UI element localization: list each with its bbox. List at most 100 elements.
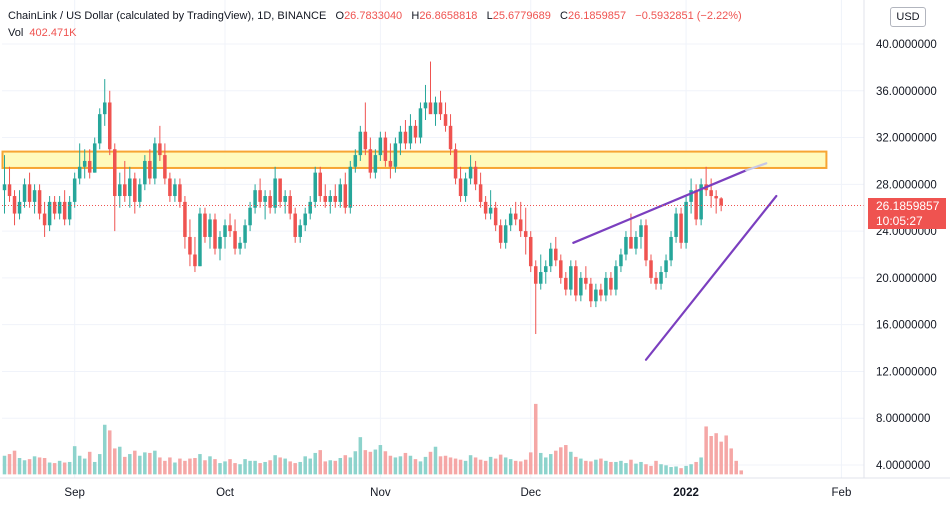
candle-body	[57, 201, 62, 214]
last-price-value: 26.1859857	[876, 199, 940, 213]
volume-bar	[689, 464, 693, 475]
volume-bar	[594, 459, 598, 475]
candle-body	[288, 196, 292, 214]
candle	[398, 125, 403, 156]
volume-bar	[604, 460, 608, 475]
candle-body	[313, 172, 317, 202]
volume-bar	[624, 463, 628, 475]
bar-countdown: 10:05:27	[876, 214, 923, 228]
volume-bar	[303, 456, 307, 475]
volume-bar	[473, 457, 478, 475]
candle	[669, 231, 673, 267]
candle	[383, 131, 388, 167]
candle-body	[438, 102, 443, 115]
candle	[709, 178, 713, 208]
candle	[393, 137, 398, 173]
currency-button[interactable]: USD	[890, 7, 926, 27]
volume-bar	[649, 465, 653, 475]
candle	[589, 277, 593, 308]
candle-body	[293, 213, 297, 237]
volume-bar	[198, 454, 202, 475]
candle-body	[413, 125, 418, 138]
candle	[338, 178, 343, 208]
candle	[584, 266, 588, 290]
candle-body	[223, 225, 227, 237]
volume-bar	[373, 449, 378, 475]
candle-body	[388, 160, 393, 167]
volume-bar	[674, 466, 678, 475]
x-tick-label: 2022	[673, 487, 699, 499]
volume-bar	[253, 460, 257, 475]
candle-body	[403, 131, 408, 144]
trendlines[interactable]	[572, 162, 778, 361]
candle-body	[398, 131, 403, 144]
candle-body	[138, 184, 142, 202]
volume-bar	[358, 437, 363, 475]
candle-body	[498, 225, 503, 243]
price-axis[interactable]: 40.0000000 36.0000000 32.0000000 28.0000000…	[876, 39, 937, 472]
candle-body	[368, 149, 373, 173]
x-tick-label: Feb	[832, 487, 852, 499]
volume-bar	[493, 458, 498, 475]
volume-bar	[107, 430, 112, 475]
candle	[102, 79, 107, 126]
candle	[458, 166, 463, 202]
candle	[258, 178, 262, 208]
candle	[353, 149, 358, 173]
volume-bars	[2, 403, 743, 475]
volume-bar	[433, 446, 438, 475]
volume-bar	[634, 463, 638, 475]
candle-body	[674, 213, 678, 237]
candle-body	[639, 225, 643, 237]
volume-bar	[123, 456, 127, 475]
volume-bar	[569, 451, 573, 475]
volume-bar	[559, 447, 563, 475]
volume-bar	[679, 468, 683, 475]
volume-bar	[12, 450, 17, 475]
volume-bar	[734, 460, 738, 475]
candle-body	[163, 155, 167, 179]
candle	[97, 108, 102, 150]
volume-bar	[584, 460, 588, 475]
candle-body	[343, 184, 348, 208]
volume-bar	[42, 458, 47, 475]
volume-bar	[408, 455, 413, 475]
volume-bar	[719, 441, 723, 475]
candle	[278, 178, 282, 208]
candle-body	[478, 184, 483, 202]
candle-body	[458, 178, 463, 197]
symbol-description[interactable]: ChainLink / US Dollar (calculated by Tra…	[8, 10, 327, 22]
time-axis[interactable]: Sep Oct Nov Dec 2022 Feb	[64, 487, 851, 499]
volume-bar	[684, 465, 688, 475]
volume-bar	[102, 424, 107, 475]
candle-body	[599, 289, 603, 296]
candle-body	[52, 201, 57, 214]
candle-body	[143, 160, 147, 185]
volume-bar	[398, 456, 403, 475]
candle-body	[684, 201, 688, 243]
volume-label[interactable]: Vol	[8, 27, 24, 39]
candle	[368, 137, 373, 179]
candle	[67, 196, 72, 226]
candle	[714, 190, 718, 214]
resistance-zone[interactable]	[1, 150, 828, 169]
x-tick-label: Sep	[64, 487, 84, 499]
candle-body	[423, 102, 428, 109]
candle-body	[699, 184, 703, 220]
volume-bar	[238, 464, 242, 475]
candle-body	[77, 166, 82, 179]
volume-bar	[619, 460, 623, 475]
volume-bar	[478, 459, 483, 475]
candle	[72, 172, 77, 208]
candle-body	[584, 277, 588, 284]
candle	[118, 172, 122, 208]
volume-bar	[263, 461, 267, 475]
candle	[699, 178, 703, 226]
volume-bar	[118, 446, 122, 475]
candle	[609, 272, 613, 296]
volume-bar	[72, 446, 77, 475]
volume-bar	[62, 462, 67, 475]
volume-bar	[343, 455, 348, 475]
volume-bar	[52, 463, 57, 475]
